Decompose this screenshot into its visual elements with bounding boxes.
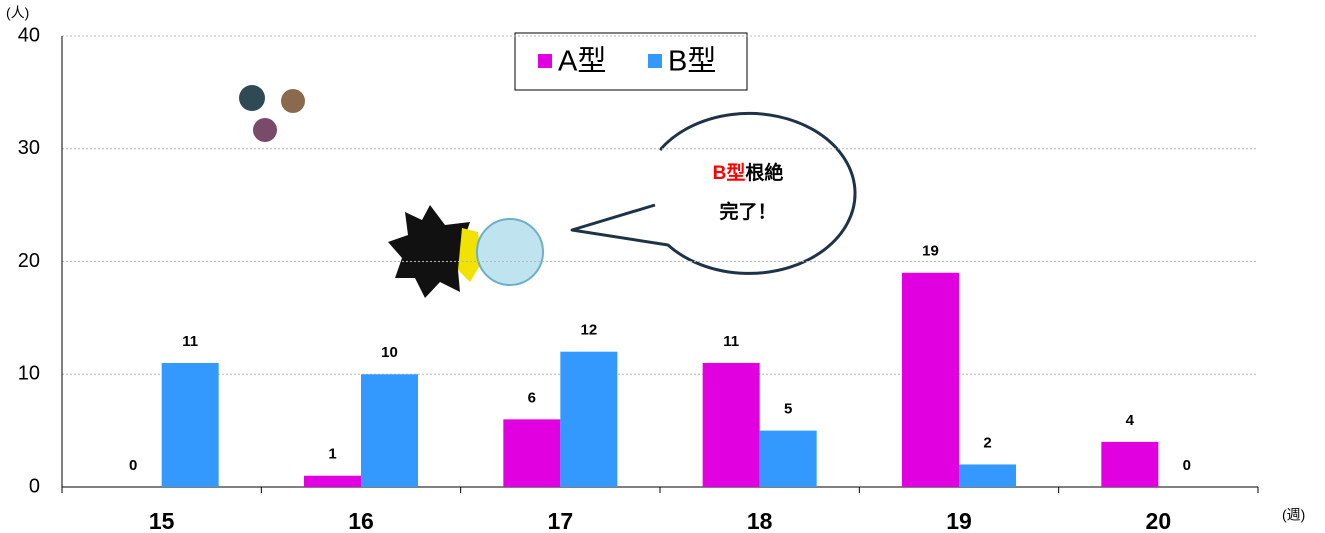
- bar: [1101, 442, 1158, 487]
- value-label: 11: [723, 333, 739, 350]
- y-tick-label: 30: [18, 137, 40, 159]
- y-tick-label: 40: [18, 24, 40, 46]
- x-unit: (週): [1282, 507, 1305, 523]
- bar: [560, 352, 617, 487]
- x-tick-label: 17: [548, 508, 574, 533]
- annotation-text: 根絶: [745, 161, 783, 184]
- legend-label: A型: [558, 45, 606, 78]
- chart: B型根絶 完了！ (人) (週) A型B型 010203040150111611…: [0, 0, 1325, 533]
- value-label: 6: [528, 389, 536, 406]
- legend-swatch: [538, 54, 552, 68]
- annotation: B型根絶: [713, 161, 784, 184]
- value-label: 4: [1126, 412, 1135, 429]
- bar: [959, 464, 1016, 487]
- legend: A型 B型: [515, 33, 747, 90]
- legend-label: B型: [668, 45, 716, 78]
- bar: [304, 476, 361, 487]
- bar: [760, 431, 817, 487]
- annotation-line2: 完了！: [719, 200, 776, 223]
- y-tick-label: 10: [18, 363, 40, 385]
- germ-icons: [239, 85, 543, 298]
- value-label: 10: [381, 344, 398, 361]
- bar: [902, 273, 959, 487]
- bar: [503, 419, 560, 487]
- value-label: 0: [129, 457, 137, 474]
- y-tick-label: 20: [18, 250, 40, 272]
- bar: [162, 363, 219, 487]
- value-label: 11: [182, 333, 198, 350]
- value-label: 5: [784, 401, 792, 418]
- speech-bubble: [572, 113, 855, 273]
- x-tick-label: 19: [946, 508, 972, 533]
- x-tick-label: 18: [747, 508, 773, 533]
- bar: [703, 363, 760, 487]
- y-unit: (人): [6, 5, 29, 21]
- x-tick-label: 15: [149, 508, 175, 533]
- legend-swatch: [648, 54, 662, 68]
- value-label: 1: [328, 446, 336, 463]
- y-tick-label: 0: [29, 475, 40, 497]
- value-label: 2: [983, 434, 991, 451]
- x-tick-label: 16: [348, 508, 374, 533]
- annotation-highlight: B型: [713, 161, 746, 184]
- value-label: 12: [580, 322, 597, 339]
- x-tick-label: 20: [1146, 508, 1172, 533]
- value-label: 19: [922, 243, 939, 260]
- value-label: 0: [1183, 457, 1191, 474]
- bar: [361, 374, 418, 487]
